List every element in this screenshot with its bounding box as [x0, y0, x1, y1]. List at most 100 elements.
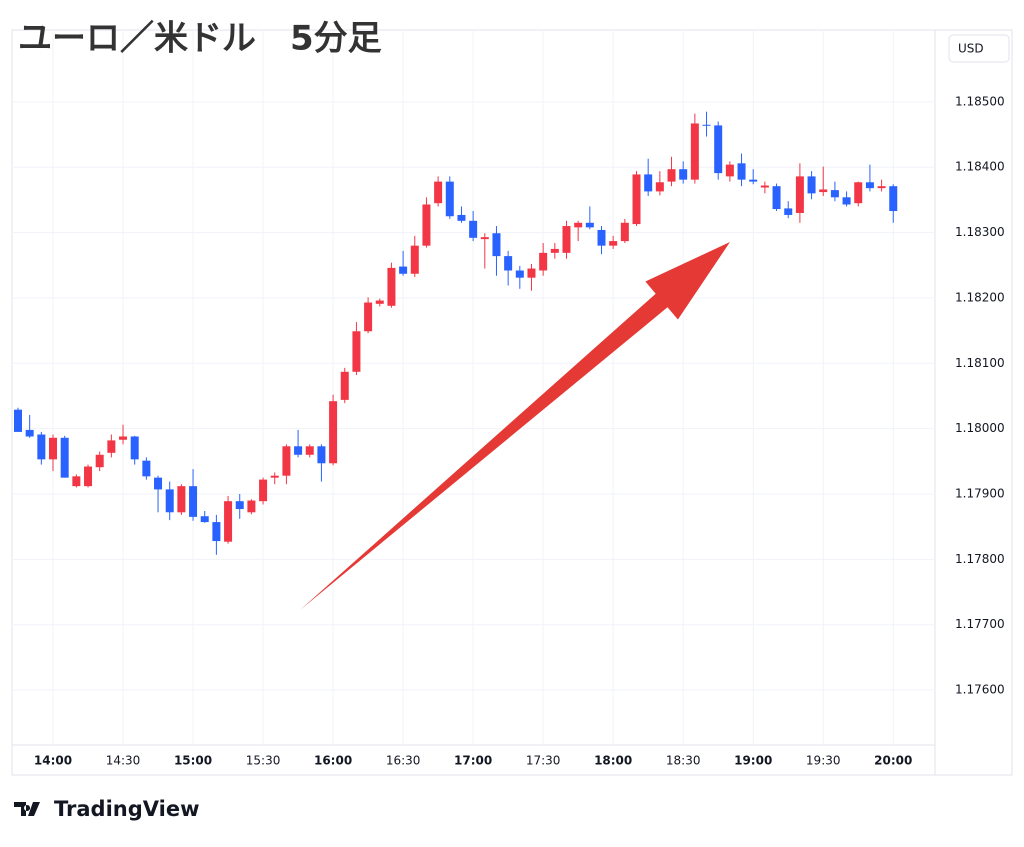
candle-body [387, 267, 396, 306]
y-tick-label: 1.17600 [955, 683, 1005, 697]
x-tick-label: 14:00 [34, 754, 72, 768]
candle-body [749, 179, 758, 182]
candle-body [550, 248, 559, 253]
candle-body [340, 371, 349, 400]
x-tick-label: 17:30 [526, 754, 561, 768]
brand-name: TradingView [54, 797, 199, 821]
candle-body [807, 176, 816, 194]
y-tick-label: 1.18300 [955, 225, 1005, 239]
candle-body [737, 163, 746, 180]
brand-logo [14, 802, 40, 816]
y-tick-label: 1.18500 [955, 94, 1005, 108]
candle-body [854, 182, 863, 204]
candle-body [352, 331, 361, 372]
candle-body [60, 437, 69, 478]
candle-body [107, 440, 116, 453]
y-tick-label: 1.17700 [955, 617, 1005, 631]
candle-body [235, 501, 244, 510]
candle-body [247, 500, 256, 513]
candle-body [399, 266, 408, 274]
candle-body [585, 222, 594, 228]
candle-body [842, 197, 851, 205]
x-tick-label: 18:30 [666, 754, 701, 768]
candle-body [259, 479, 268, 502]
x-tick-label: 18:00 [594, 754, 632, 768]
candle-body [119, 436, 128, 440]
y-tick-label: 1.18400 [955, 160, 1005, 174]
candle-body [469, 220, 478, 238]
candle-body [95, 454, 104, 468]
y-tick-label: 1.18100 [955, 356, 1005, 370]
x-tick-label: 16:30 [386, 754, 421, 768]
candle-body [200, 516, 209, 523]
candle-body [410, 245, 419, 274]
candle-body [434, 181, 443, 204]
candle-body [270, 475, 279, 478]
x-tick-label: 20:00 [874, 754, 912, 768]
currency-label[interactable]: USD [958, 42, 984, 56]
candle-body [84, 466, 93, 487]
candle-body [177, 486, 186, 513]
candle-body [667, 169, 676, 182]
y-tick-label: 1.17800 [955, 552, 1005, 566]
candle-body [574, 222, 583, 228]
candle-body [655, 182, 664, 192]
candle-body [539, 252, 548, 271]
candle-body [37, 434, 46, 460]
candle-body [515, 270, 524, 278]
candle-body [364, 302, 373, 332]
candle-body [620, 222, 629, 242]
candle-body [212, 522, 221, 542]
candle-body [154, 477, 163, 490]
candle-body [492, 233, 501, 257]
candle-body [504, 256, 513, 271]
currency-box[interactable] [948, 34, 1010, 63]
candle-body [609, 241, 618, 246]
chart-title: ユーロ／米ドル 5分足 [18, 19, 382, 59]
candle-body [457, 214, 466, 221]
candle-body [305, 446, 314, 455]
candle-body [819, 189, 828, 193]
candle-body [760, 185, 769, 188]
x-tick-label: 19:00 [734, 754, 772, 768]
candle-body [329, 401, 338, 464]
candle-body [282, 446, 291, 476]
candle-body [632, 174, 641, 225]
candle-body [795, 176, 804, 213]
candle-body [714, 125, 723, 174]
candle-body [189, 486, 198, 517]
candle-body [224, 501, 233, 542]
candle-body [375, 300, 384, 304]
candle-body [527, 268, 536, 278]
candle-body [784, 208, 793, 215]
candle-body [865, 182, 874, 189]
candle-body [679, 169, 688, 180]
y-tick-label: 1.18200 [955, 290, 1005, 304]
x-tick-label: 19:30 [806, 754, 841, 768]
candle-body [889, 186, 898, 212]
plot-frame [11, 29, 1013, 776]
x-tick-label: 14:30 [106, 754, 141, 768]
candle-body [14, 409, 22, 432]
candle-body [25, 429, 34, 437]
candle-body [422, 204, 431, 246]
candle-body [772, 186, 781, 210]
x-tick-label: 16:00 [314, 754, 352, 768]
y-tick-label: 1.18000 [955, 421, 1005, 435]
x-tick-label: 15:30 [246, 754, 281, 768]
candle-body [644, 174, 653, 192]
candle-body [165, 489, 174, 513]
candle-body [562, 226, 571, 253]
arrow-annotation [300, 242, 730, 610]
grid [12, 30, 935, 745]
candle-body [142, 460, 151, 477]
candles [14, 111, 898, 555]
candle-body [49, 437, 58, 460]
candle-body [130, 436, 139, 460]
x-tick-label: 17:00 [454, 754, 492, 768]
candle-body [725, 164, 734, 177]
candle-body [72, 476, 81, 487]
candle-body [830, 190, 839, 198]
candle-body [690, 123, 699, 180]
